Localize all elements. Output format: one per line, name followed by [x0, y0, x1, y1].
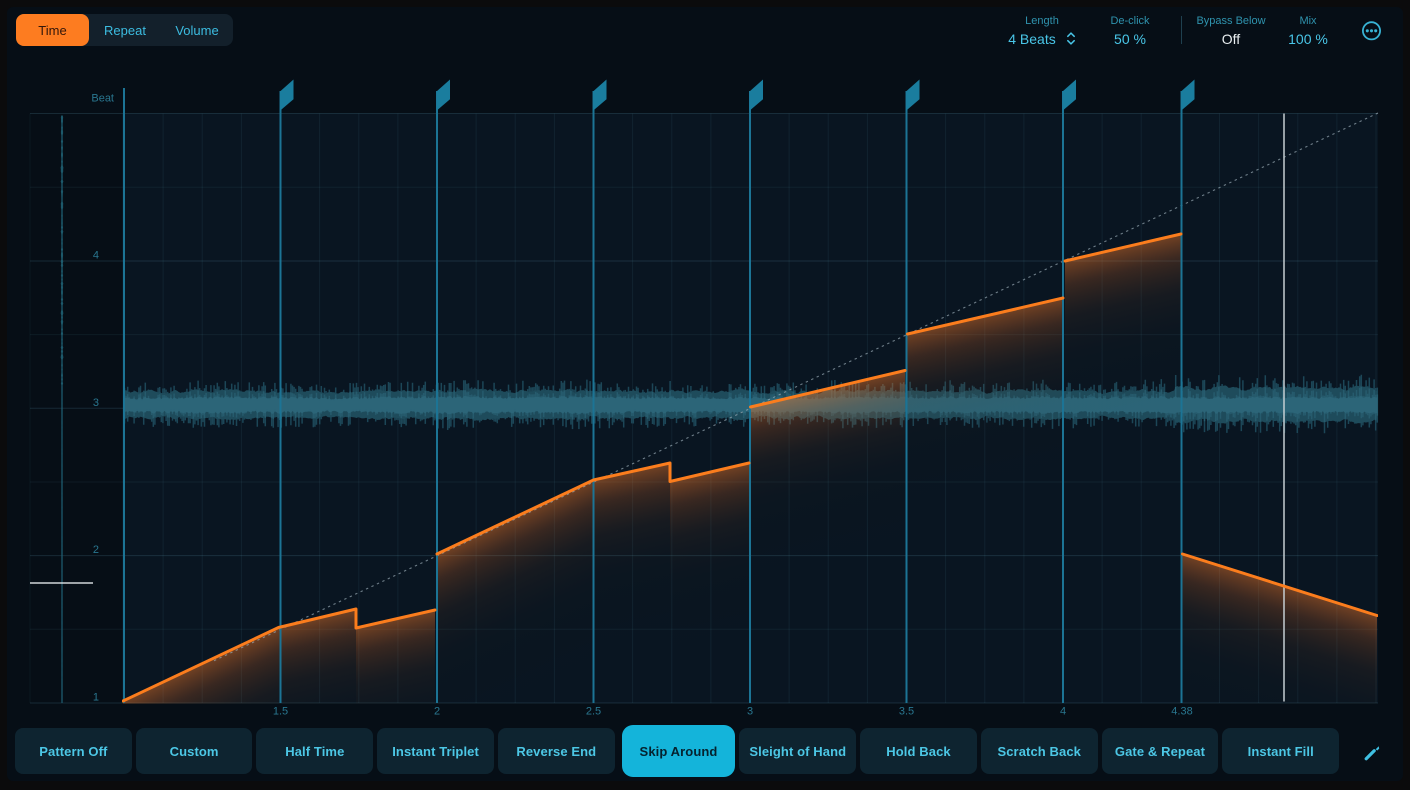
svg-text:1: 1	[93, 692, 99, 704]
svg-text:4: 4	[93, 250, 99, 262]
svg-text:Beat: Beat	[91, 93, 114, 105]
svg-text:3: 3	[747, 706, 753, 718]
svg-text:2: 2	[434, 706, 440, 718]
svg-text:4: 4	[1060, 706, 1066, 718]
svg-text:1.5: 1.5	[273, 706, 288, 718]
svg-text:4.38: 4.38	[1171, 706, 1192, 718]
svg-text:2.5: 2.5	[586, 706, 601, 718]
svg-text:2: 2	[93, 544, 99, 556]
svg-text:3.5: 3.5	[899, 706, 914, 718]
svg-text:3: 3	[93, 397, 99, 409]
